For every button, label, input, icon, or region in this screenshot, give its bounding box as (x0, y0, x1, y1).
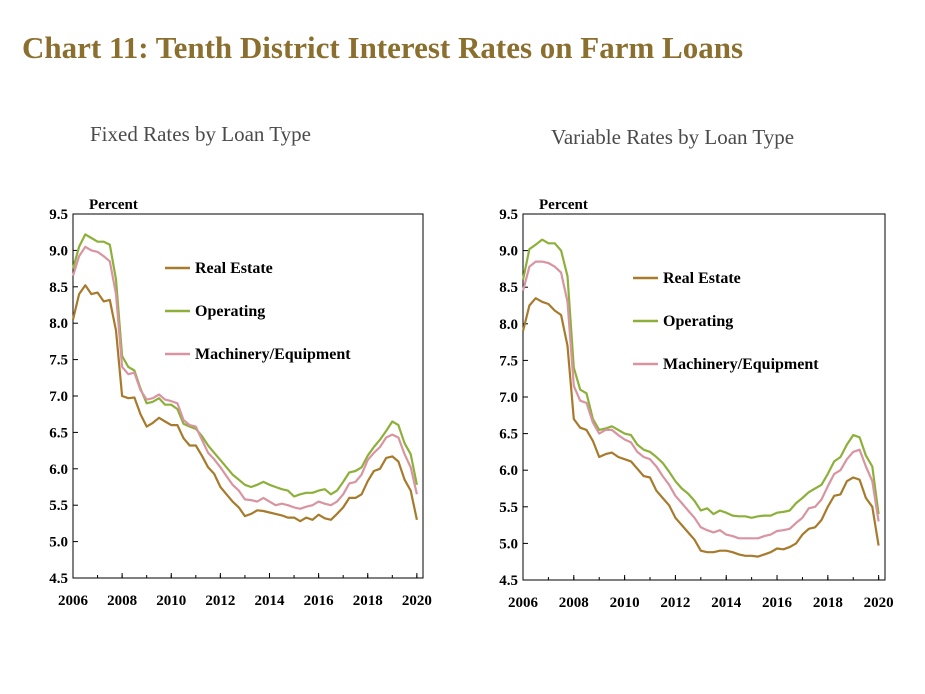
y-tick-label: 8.0 (499, 317, 518, 333)
y-axis-label: Percent (89, 197, 138, 213)
y-tick-label: 7.0 (499, 390, 518, 406)
y-tick-label: 9.0 (499, 244, 518, 260)
x-tick-label: 2014 (711, 595, 742, 611)
x-tick-label: 2016 (762, 595, 793, 611)
fixed-chart: 4.5 5.0 5.5 6.0 6.5 7.0 7.5 8.0 8.5 9.0 9.5 2006 200… (49, 197, 432, 609)
legend-label: Real Estate (663, 270, 741, 287)
variable-chart: 4.5 5.0 5.5 6.0 6.5 7.0 7.5 8.0 8.5 9.0 9.5 2006 200… (499, 197, 893, 611)
y-tick-label: 4.5 (499, 573, 518, 589)
y-tick-label: 7.5 (499, 353, 518, 369)
y-tick-label: 7.5 (49, 353, 68, 369)
legend-label: Operating (195, 303, 265, 320)
y-tick-label: 9.5 (49, 207, 68, 223)
variable-panel-title: Variable Rates by Loan Type (551, 125, 795, 149)
legend-label: Real Estate (195, 260, 273, 277)
y-tick-label: 6.0 (499, 463, 518, 479)
x-tick-label: 2006 (58, 593, 89, 609)
series-line-real-estate (71, 284, 418, 523)
x-tick-label: 2012 (205, 593, 235, 609)
legend-label: Machinery/Equipment (195, 346, 351, 363)
y-tick-label: 5.0 (499, 536, 518, 552)
fixed-panel-title: Fixed Rates by Loan Type (90, 122, 311, 146)
x-tick-label: 2014 (254, 593, 285, 609)
y-tick-label: 5.5 (49, 498, 68, 514)
legend-label: Machinery/Equipment (663, 356, 819, 373)
x-tick-label: 2016 (304, 593, 335, 609)
page-title: Chart 11: Tenth District Interest Rates … (22, 30, 744, 65)
y-tick-label: 6.5 (499, 427, 518, 443)
x-tick-label: 2006 (508, 595, 539, 611)
x-tick-label: 2010 (610, 595, 640, 611)
x-tick-label: 2018 (353, 593, 383, 609)
series-line-machinery-equipment (521, 260, 880, 540)
y-axis-label: Percent (539, 197, 588, 213)
x-tick-label: 2020 (402, 593, 432, 609)
y-tick-label: 4.5 (49, 571, 68, 587)
series-line-operating (521, 238, 880, 519)
y-tick-label: 8.5 (49, 280, 68, 296)
x-tick-label: 2008 (559, 595, 589, 611)
y-tick-label: 6.5 (49, 425, 68, 441)
y-tick-label: 6.0 (49, 462, 68, 478)
x-tick-label: 2012 (660, 595, 690, 611)
y-tick-label: 8.0 (49, 316, 68, 332)
x-tick-label: 2008 (107, 593, 137, 609)
x-tick-label: 2020 (864, 595, 894, 611)
legend-label: Operating (663, 313, 733, 330)
y-tick-label: 5.0 (49, 535, 68, 551)
x-tick-label: 2018 (813, 595, 843, 611)
y-tick-label: 7.0 (49, 389, 68, 405)
y-tick-label: 5.5 (499, 500, 518, 516)
series-line-operating (71, 233, 418, 498)
x-tick-label: 2010 (156, 593, 186, 609)
series-line-machinery-equipment (71, 245, 418, 510)
y-tick-label: 9.5 (499, 207, 518, 223)
series-line-real-estate (521, 297, 880, 558)
y-tick-label: 9.0 (49, 243, 68, 259)
variable-plot-frame (522, 213, 886, 581)
y-tick-label: 8.5 (499, 280, 518, 296)
